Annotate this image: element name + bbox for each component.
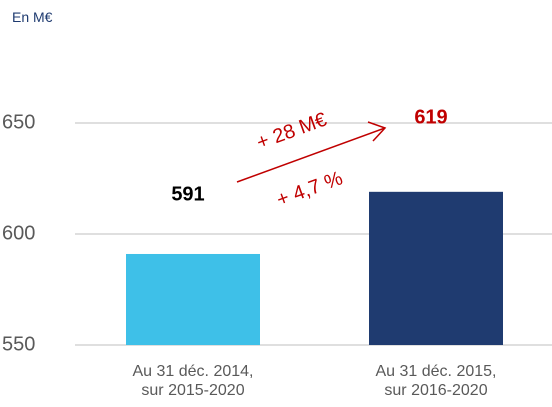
x-tick-label: Au 31 déc. 2015, sur 2016-2020	[375, 363, 497, 399]
annotation: + 28 M€	[254, 109, 330, 155]
arrow-shaft	[236, 127, 386, 183]
bar	[126, 253, 260, 345]
y-tick-label: 650	[2, 111, 35, 133]
bar	[369, 191, 503, 345]
value-label: 619	[414, 106, 447, 128]
value-label: 591	[171, 183, 204, 205]
arrow-head	[367, 121, 387, 142]
y-tick-label: 550	[2, 333, 35, 355]
x-tick-label: Au 31 déc. 2014, sur 2015-2020	[132, 363, 254, 399]
annotation: + 4,7 %	[274, 167, 346, 211]
unit-label: En M€	[12, 9, 53, 25]
y-tick-label: 600	[2, 222, 35, 244]
